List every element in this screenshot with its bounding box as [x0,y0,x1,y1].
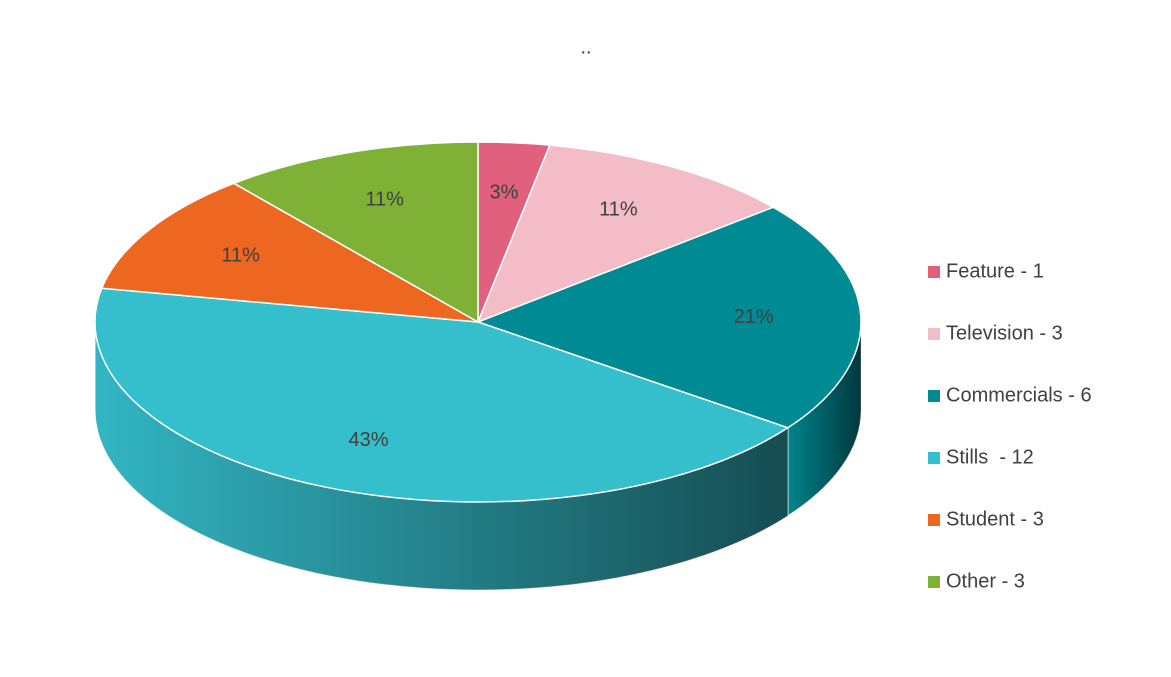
data-label: 11% [365,188,404,210]
legend-swatch [928,266,940,278]
data-label: 11% [221,244,260,266]
slice [100,182,479,323]
slice [94,287,790,503]
slice-side-shade [95,322,788,591]
legend-swatch [928,576,940,588]
legend-label: Student - 3 [946,508,1044,530]
data-label: 11% [599,199,638,221]
slice [232,141,479,324]
slice [476,144,775,324]
legend-swatch [928,390,940,402]
legend-label: Other - 3 [946,570,1025,592]
legend-label: Television - 3 [946,322,1063,344]
slice [475,206,862,429]
legend-swatch [928,328,940,340]
legend-label: Feature - 1 [946,260,1044,282]
legend-label: Commercials - 6 [946,384,1092,406]
chart-title: .. [580,36,591,58]
data-label: 43% [348,429,388,451]
data-label: 3% [489,181,518,203]
slice-side-shade [787,322,861,516]
legend-swatch [928,452,940,464]
data-label: 21% [734,306,774,328]
legend-label: Stills - 12 [946,446,1034,468]
legend-swatch [928,514,940,526]
